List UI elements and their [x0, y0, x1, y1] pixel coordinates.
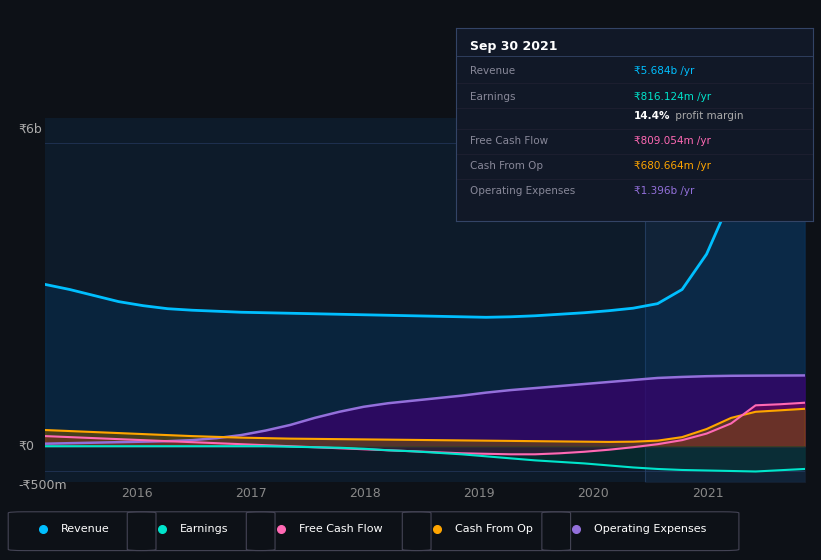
Text: Free Cash Flow: Free Cash Flow — [299, 524, 383, 534]
Text: Revenue: Revenue — [470, 67, 515, 77]
Text: Earnings: Earnings — [180, 524, 228, 534]
Text: Sep 30 2021: Sep 30 2021 — [470, 40, 557, 53]
Text: Cash From Op: Cash From Op — [455, 524, 533, 534]
Text: Operating Expenses: Operating Expenses — [594, 524, 707, 534]
Text: Earnings: Earnings — [470, 92, 516, 101]
Text: Revenue: Revenue — [61, 524, 109, 534]
Text: ₹5.684b /yr: ₹5.684b /yr — [635, 67, 695, 77]
Text: -₹500m: -₹500m — [19, 479, 67, 492]
Text: ₹6b: ₹6b — [19, 123, 43, 136]
Text: ₹0: ₹0 — [19, 440, 34, 452]
Text: ₹680.664m /yr: ₹680.664m /yr — [635, 161, 711, 171]
Text: Operating Expenses: Operating Expenses — [470, 186, 576, 196]
Text: ₹809.054m /yr: ₹809.054m /yr — [635, 136, 711, 146]
Text: ₹1.396b /yr: ₹1.396b /yr — [635, 186, 695, 196]
Text: 14.4%: 14.4% — [635, 111, 671, 121]
Text: Free Cash Flow: Free Cash Flow — [470, 136, 548, 146]
Text: ₹816.124m /yr: ₹816.124m /yr — [635, 92, 711, 101]
Text: profit margin: profit margin — [672, 111, 743, 121]
Text: Cash From Op: Cash From Op — [470, 161, 543, 171]
